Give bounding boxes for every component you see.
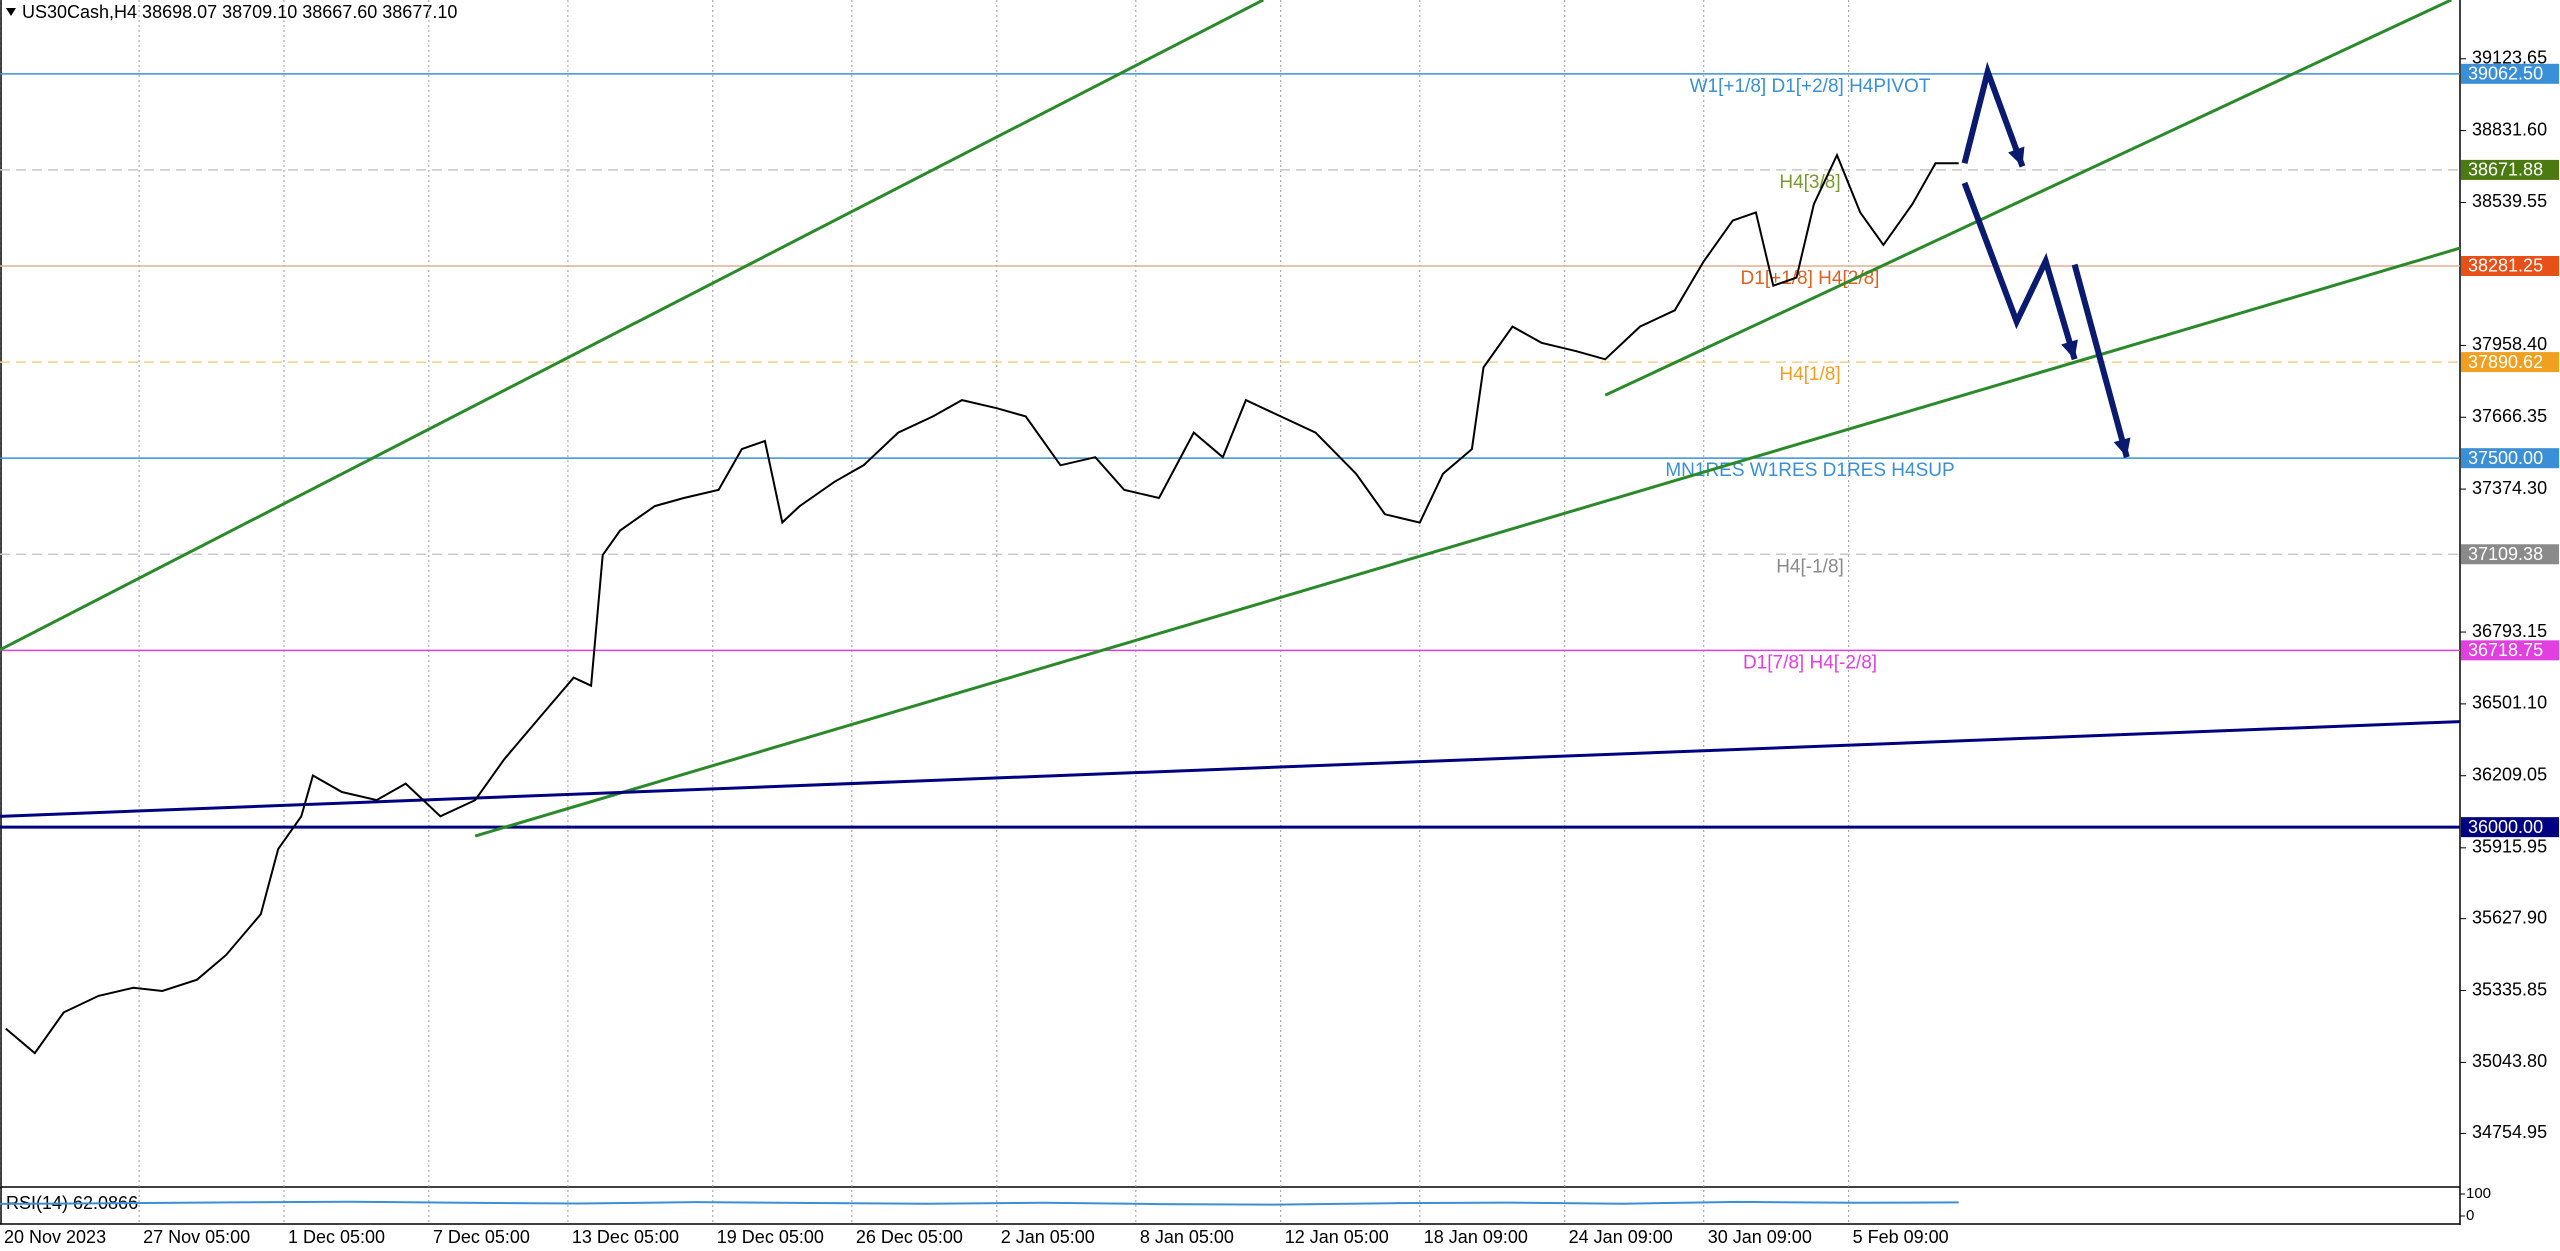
y-tick-label: 37374.30: [2472, 478, 2547, 498]
level-tag-label: 38671.88: [2468, 160, 2543, 180]
x-tick-label: 1 Dec 05:00: [288, 1227, 385, 1247]
arrow: [2071, 263, 2130, 458]
trend-line: [0, 0, 1265, 652]
y-tick-label: 39123.65: [2472, 48, 2547, 68]
level-tag: [2461, 640, 2559, 661]
level-tag-label: 37109.38: [2468, 544, 2543, 564]
level-tag: [2461, 544, 2559, 565]
y-tick-label: 37958.40: [2472, 334, 2547, 354]
level-tag: [2461, 159, 2559, 180]
arrow-head: [2008, 146, 2025, 167]
y-tick-label: 35627.90: [2472, 907, 2547, 927]
x-tick-label: 18 Jan 09:00: [1424, 1227, 1528, 1247]
level-tag: [2461, 448, 2559, 469]
level-tag: [2461, 352, 2559, 373]
level-tag-label: 37500.00: [2468, 448, 2543, 468]
rsi-line: [0, 1200, 1959, 1206]
level-tag: [2461, 817, 2559, 838]
rsi-tick-label: 100: [2466, 1185, 2491, 1202]
y-tick-label: 34754.95: [2472, 1122, 2547, 1142]
arrow-head: [2061, 339, 2078, 360]
level-label: W1[+1/8] D1[+2/8] H4PIVOT: [1690, 76, 1931, 97]
trend-line: [0, 720, 2461, 818]
x-tick-label: 7 Dec 05:00: [433, 1227, 530, 1247]
trend-line: [474, 246, 2461, 838]
y-tick-label: 35335.85: [2472, 979, 2547, 999]
y-tick-label: 35043.80: [2472, 1051, 2547, 1071]
level-tag-label: 39062.50: [2468, 64, 2543, 84]
x-tick-label: 5 Feb 09:00: [1853, 1227, 1949, 1247]
level-tag: [2461, 255, 2559, 276]
x-tick-label: 12 Jan 05:00: [1285, 1227, 1389, 1247]
x-tick-label: 26 Dec 05:00: [856, 1227, 963, 1247]
level-label: MN1RES W1RES D1RES H4SUP: [1665, 460, 1954, 481]
y-tick-label: 35915.95: [2472, 837, 2547, 857]
x-tick-label: 13 Dec 05:00: [572, 1227, 679, 1247]
arrow-head: [2113, 437, 2131, 458]
x-tick-label: 2 Jan 05:00: [1001, 1227, 1095, 1247]
trend-line: [1604, 0, 2452, 397]
level-tag-label: 37890.62: [2468, 352, 2543, 372]
level-label: H4[1/8]: [1779, 364, 1840, 385]
y-tick-label: 37666.35: [2472, 406, 2547, 426]
menu-icon: [6, 8, 16, 16]
level-label: H4[-1/8]: [1776, 556, 1844, 577]
y-tick-label: 36501.10: [2472, 693, 2547, 713]
level-tag-label: 36000.00: [2468, 817, 2543, 837]
level-tag-label: 38281.25: [2468, 256, 2543, 276]
x-tick-label: 19 Dec 05:00: [717, 1227, 824, 1247]
level-tag: [2461, 63, 2559, 84]
level-label: D1[7/8] H4[-2/8]: [1743, 652, 1877, 673]
rsi-tick-label: 0: [2466, 1207, 2474, 1224]
y-tick-label: 38831.60: [2472, 119, 2547, 139]
x-tick-label: 24 Jan 09:00: [1569, 1227, 1673, 1247]
x-tick-label: 27 Nov 05:00: [143, 1227, 250, 1247]
arrow: [1961, 61, 2026, 168]
y-tick-label: 36209.05: [2472, 764, 2547, 784]
arrow: [1961, 181, 2078, 361]
level-label: D1[+1/8] H4[2/8]: [1741, 268, 1880, 289]
chart-header: US30Cash,H4 38698.07 38709.10 38667.60 3…: [22, 2, 457, 22]
level-tag-label: 36718.75: [2468, 640, 2543, 660]
level-label: H4[3/8]: [1779, 172, 1840, 193]
x-tick-label: 8 Jan 05:00: [1140, 1227, 1234, 1247]
y-tick-label: 36793.15: [2472, 621, 2547, 641]
x-tick-label: 30 Jan 09:00: [1708, 1227, 1812, 1247]
price-line: [5, 152, 1959, 1055]
y-tick-label: 38539.55: [2472, 191, 2547, 211]
x-tick-label: 20 Nov 2023: [4, 1227, 106, 1247]
